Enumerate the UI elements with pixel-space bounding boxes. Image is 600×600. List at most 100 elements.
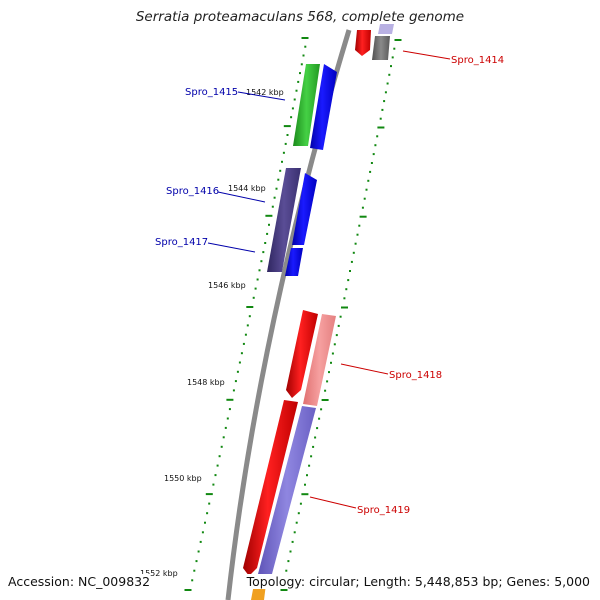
tick-minor: [281, 160, 283, 163]
tick-minor: [258, 269, 261, 272]
tick-minor: [374, 144, 377, 147]
gene-arrow-spro-1417-blue[interactable]: [285, 248, 303, 276]
tick-minor: [337, 324, 340, 327]
tick-minor: [208, 502, 211, 505]
tick-minor: [328, 371, 330, 374]
tick-major: [341, 306, 348, 309]
gene-arrow-spro-1415-blue[interactable]: [310, 64, 337, 150]
tick-minor: [343, 297, 346, 300]
tick-minor: [365, 188, 368, 191]
tick-minor: [238, 361, 241, 364]
gene-label-spro-1414[interactable]: Spro_1414: [451, 55, 504, 66]
tick-minor: [232, 389, 235, 392]
tick-minor: [277, 178, 280, 181]
tick-minor: [390, 65, 392, 68]
tick-major: [359, 215, 367, 218]
gene-block-gray-top[interactable]: [372, 36, 390, 60]
gene-block-spro-1418-pink[interactable]: [303, 314, 336, 406]
tick-minor: [252, 296, 255, 299]
tick-minor: [314, 436, 317, 439]
tick-minor: [282, 151, 285, 154]
tick-minor: [285, 569, 288, 572]
tick-minor: [295, 521, 298, 524]
tick-minor: [271, 205, 274, 208]
kbp-label-1544: 1544 kbp: [228, 184, 266, 193]
tick-minor: [349, 270, 351, 272]
gene-arrow-spro-1414[interactable]: [355, 30, 371, 56]
map-title: Serratia proteamaculans 568, complete ge…: [135, 9, 465, 25]
tick-scale-outer: [280, 39, 402, 591]
tick-minor: [304, 483, 306, 486]
tick-minor: [363, 197, 366, 200]
tick-minor: [224, 426, 227, 429]
kbp-label-1548: 1548 kbp: [187, 378, 225, 387]
tick-minor: [352, 251, 355, 254]
tick-minor: [388, 73, 391, 76]
gene-label-spro-1415[interactable]: Spro_1415: [185, 87, 238, 98]
tick-minor: [331, 352, 334, 355]
tick-minor: [356, 233, 359, 236]
gene-arrow-spro-1415-green[interactable]: [293, 64, 320, 146]
tick-minor: [212, 483, 215, 486]
tick-major: [301, 37, 309, 39]
tick-major: [394, 39, 402, 41]
tick-major: [301, 493, 309, 496]
tick-minor: [246, 324, 249, 327]
tick-minor: [228, 408, 231, 411]
tick-minor: [214, 474, 217, 477]
gene-block-lavender-top[interactable]: [378, 24, 394, 34]
tick-minor: [236, 370, 239, 373]
kbp-label-1546: 1546 kbp: [208, 281, 246, 290]
tick-minor: [330, 361, 332, 364]
tick-major: [265, 214, 273, 217]
tick-minor: [391, 56, 394, 59]
tick-major: [246, 306, 254, 308]
tick-major: [283, 125, 291, 128]
tick-minor: [369, 170, 372, 173]
gene-arrow-spro-1419-red[interactable]: [243, 400, 298, 576]
tick-minor: [226, 417, 229, 420]
gene-arrow-spro-1416-blue[interactable]: [292, 173, 317, 245]
tick-minor: [372, 153, 375, 156]
tick-minor: [297, 512, 300, 515]
tick-minor: [291, 107, 294, 110]
tick-minor: [242, 342, 245, 345]
tick-minor: [297, 80, 300, 83]
tick-minor: [354, 242, 357, 245]
tick-minor: [308, 464, 311, 467]
tick-minor: [302, 54, 305, 57]
tick-minor: [384, 91, 387, 94]
tick-minor: [197, 550, 200, 553]
kbp-labels: 1542 kbp 1544 kbp 1546 kbp 1548 kbp 1550…: [140, 88, 284, 578]
gene-block-spro-1419-slate[interactable]: [258, 406, 316, 574]
tick-minor: [393, 47, 396, 50]
tick-minor: [293, 98, 296, 101]
tick-minor: [191, 579, 194, 582]
tick-minor: [234, 380, 237, 383]
gene-label-spro-1417[interactable]: Spro_1417: [155, 237, 208, 248]
tick-minor: [304, 45, 307, 48]
gene-label-spro-1416[interactable]: Spro_1416: [166, 186, 219, 197]
tick-minor: [287, 560, 290, 563]
summary-text: Topology: circular; Length: 5,448,853 bp…: [246, 574, 590, 589]
tick-minor: [306, 474, 308, 477]
gene-block-spro-1416-purple[interactable]: [267, 168, 301, 272]
tick-minor: [199, 540, 202, 543]
kbp-label-1542: 1542 kbp: [246, 88, 284, 97]
gene-label-spro-1418[interactable]: Spro_1418: [389, 370, 442, 381]
tick-minor: [193, 569, 196, 572]
tick-minor: [350, 260, 353, 263]
tick-minor: [264, 242, 267, 244]
gene-features: [243, 24, 394, 600]
tick-minor: [216, 464, 219, 467]
tick-minor: [273, 196, 276, 199]
tick-minor: [284, 142, 287, 145]
gene-label-spro-1419[interactable]: Spro_1419: [357, 505, 410, 516]
gene-arrow-spro-1418-red[interactable]: [286, 310, 318, 398]
tick-minor: [275, 187, 278, 190]
tick-minor: [218, 455, 221, 458]
tick-minor: [204, 521, 206, 524]
tick-minor: [383, 100, 386, 103]
tick-minor: [244, 333, 247, 336]
tick-minor: [266, 232, 269, 235]
